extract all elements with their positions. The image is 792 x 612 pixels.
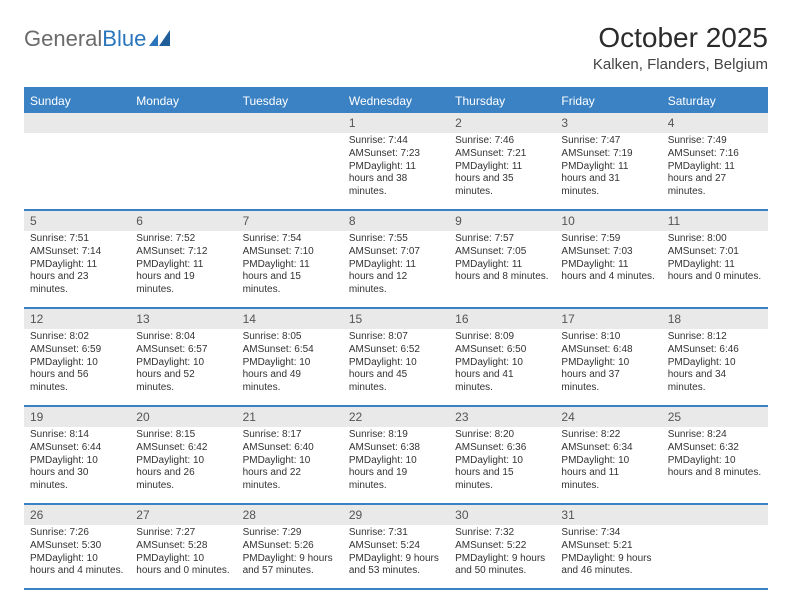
day-detail-cell: Sunrise: 8:02 AMSunset: 6:59 PMDaylight:… <box>24 329 130 405</box>
day-number-cell: 7 <box>237 211 343 231</box>
day-number-cell: 8 <box>343 211 449 231</box>
weekday-header: Monday <box>130 89 236 113</box>
day-detail-cell: Sunrise: 7:51 AMSunset: 7:14 PMDaylight:… <box>24 231 130 307</box>
day-number-cell: 10 <box>555 211 661 231</box>
calendar-week: 567891011 Sunrise: 7:51 AMSunset: 7:14 PM… <box>24 211 768 309</box>
day-number-cell: 2 <box>449 113 555 133</box>
day-number-cell: 17 <box>555 309 661 329</box>
day-number-cell: 21 <box>237 407 343 427</box>
day-number-cell: 29 <box>343 505 449 525</box>
day-number-cell: 13 <box>130 309 236 329</box>
day-detail-cell: Sunrise: 7:27 AMSunset: 5:28 PMDaylight:… <box>130 525 236 588</box>
day-detail-cell: Sunrise: 8:22 AMSunset: 6:34 PMDaylight:… <box>555 427 661 503</box>
day-number-cell: 12 <box>24 309 130 329</box>
day-detail-cell: Sunrise: 8:19 AMSunset: 6:38 PMDaylight:… <box>343 427 449 503</box>
day-number-cell: 5 <box>24 211 130 231</box>
day-detail-cell: Sunrise: 7:57 AMSunset: 7:05 PMDaylight:… <box>449 231 555 307</box>
weekday-header: Saturday <box>662 89 768 113</box>
weekday-header: Thursday <box>449 89 555 113</box>
day-number-cell: 22 <box>343 407 449 427</box>
day-number-cell: 23 <box>449 407 555 427</box>
day-detail-cell: Sunrise: 8:12 AMSunset: 6:46 PMDaylight:… <box>662 329 768 405</box>
day-number-cell: 18 <box>662 309 768 329</box>
day-number-cell: 26 <box>24 505 130 525</box>
weekday-header: Friday <box>555 89 661 113</box>
day-number-cell: 6 <box>130 211 236 231</box>
daylight-text: Daylight: 11 hours and 4 minutes. <box>561 259 654 283</box>
page-header: GeneralBlue October 2025 Kalken, Flander… <box>24 22 768 73</box>
day-detail-cell: Sunrise: 7:26 AMSunset: 5:30 PMDaylight:… <box>24 525 130 588</box>
day-number-cell: 28 <box>237 505 343 525</box>
day-number-cell: 19 <box>24 407 130 427</box>
day-detail-cell: Sunrise: 7:31 AMSunset: 5:24 PMDaylight:… <box>343 525 449 588</box>
calendar-page: GeneralBlue October 2025 Kalken, Flander… <box>0 0 792 590</box>
weeks-container: 1234Sunrise: 7:44 AMSunset: 7:23 PMDayli… <box>24 113 768 590</box>
day-number-cell: 9 <box>449 211 555 231</box>
day-number-cell: 24 <box>555 407 661 427</box>
location-label: Kalken, Flanders, Belgium <box>593 56 768 73</box>
day-detail-cell <box>24 133 130 209</box>
day-number-cell <box>130 113 236 133</box>
day-detail-cell: Sunrise: 8:00 AMSunset: 7:01 PMDaylight:… <box>662 231 768 307</box>
weekday-header: Tuesday <box>237 89 343 113</box>
day-detail-cell: Sunrise: 8:07 AMSunset: 6:52 PMDaylight:… <box>343 329 449 405</box>
day-number-cell: 15 <box>343 309 449 329</box>
calendar-week: 12131415161718 Sunrise: 8:02 AMSunset: 6:… <box>24 309 768 407</box>
day-detail-cell: Sunrise: 7:54 AMSunset: 7:10 PMDaylight:… <box>237 231 343 307</box>
logo-mark-icon <box>149 30 171 48</box>
day-number-cell: 20 <box>130 407 236 427</box>
day-number-cell <box>24 113 130 133</box>
logo-word-2: Blue <box>102 26 146 51</box>
day-detail-cell: Sunrise: 7:32 AMSunset: 5:22 PMDaylight:… <box>449 525 555 588</box>
day-detail-cell <box>662 525 768 588</box>
weekday-header: Sunday <box>24 89 130 113</box>
day-number-cell: 27 <box>130 505 236 525</box>
day-number-cell: 31 <box>555 505 661 525</box>
day-detail-cell: Sunrise: 8:20 AMSunset: 6:36 PMDaylight:… <box>449 427 555 503</box>
weekday-header-row: SundayMondayTuesdayWednesdayThursdayFrid… <box>24 89 768 113</box>
day-detail-cell: Sunrise: 7:46 AMSunset: 7:21 PMDaylight:… <box>449 133 555 209</box>
day-detail-cell: Sunrise: 7:44 AMSunset: 7:23 PMDaylight:… <box>343 133 449 209</box>
day-detail-cell: Sunrise: 7:49 AMSunset: 7:16 PMDaylight:… <box>662 133 768 209</box>
day-number-cell: 14 <box>237 309 343 329</box>
calendar-week: 19202122232425 Sunrise: 8:14 AMSunset: 6:… <box>24 407 768 505</box>
day-detail-cell: Sunrise: 7:47 AMSunset: 7:19 PMDaylight:… <box>555 133 661 209</box>
day-detail-cell: Sunrise: 7:55 AMSunset: 7:07 PMDaylight:… <box>343 231 449 307</box>
title-block: October 2025 Kalken, Flanders, Belgium <box>593 22 768 73</box>
day-detail-cell: Sunrise: 7:59 AMSunset: 7:03 PMDaylight:… <box>555 231 661 307</box>
day-detail-cell: Sunrise: 7:52 AMSunset: 7:12 PMDaylight:… <box>130 231 236 307</box>
day-number-cell: 4 <box>662 113 768 133</box>
day-number-cell <box>662 505 768 525</box>
day-detail-cell: Sunrise: 8:04 AMSunset: 6:57 PMDaylight:… <box>130 329 236 405</box>
daylight-text: Daylight: 10 hours and 0 minutes. <box>136 553 229 577</box>
day-number-cell <box>237 113 343 133</box>
daylight-text: Daylight: 11 hours and 8 minutes. <box>455 259 548 283</box>
day-detail-cell: Sunrise: 7:29 AMSunset: 5:26 PMDaylight:… <box>237 525 343 588</box>
calendar-week: 262728293031 Sunrise: 7:26 AMSunset: 5:30… <box>24 505 768 590</box>
day-detail-cell: Sunrise: 8:17 AMSunset: 6:40 PMDaylight:… <box>237 427 343 503</box>
weekday-header: Wednesday <box>343 89 449 113</box>
logo-text: GeneralBlue <box>24 26 146 52</box>
day-detail-cell: Sunrise: 8:24 AMSunset: 6:32 PMDaylight:… <box>662 427 768 503</box>
calendar-week: 1234 Sunrise: 7:44 AMSunset: 7:23 PMDayli… <box>24 113 768 211</box>
day-number-cell: 3 <box>555 113 661 133</box>
day-detail-cell: Sunrise: 8:10 AMSunset: 6:48 PMDaylight:… <box>555 329 661 405</box>
day-number-cell: 16 <box>449 309 555 329</box>
calendar: SundayMondayTuesdayWednesdayThursdayFrid… <box>24 87 768 590</box>
day-number-cell: 25 <box>662 407 768 427</box>
day-detail-cell <box>237 133 343 209</box>
logo-word-1: General <box>24 26 102 51</box>
day-detail-cell: Sunrise: 8:05 AMSunset: 6:54 PMDaylight:… <box>237 329 343 405</box>
day-number-cell: 11 <box>662 211 768 231</box>
day-number-cell: 1 <box>343 113 449 133</box>
logo: GeneralBlue <box>24 22 171 52</box>
day-detail-cell: Sunrise: 7:34 AMSunset: 5:21 PMDaylight:… <box>555 525 661 588</box>
day-number-cell: 30 <box>449 505 555 525</box>
month-title: October 2025 <box>593 22 768 54</box>
day-detail-cell: Sunrise: 8:15 AMSunset: 6:42 PMDaylight:… <box>130 427 236 503</box>
day-detail-cell: Sunrise: 8:14 AMSunset: 6:44 PMDaylight:… <box>24 427 130 503</box>
day-detail-cell <box>130 133 236 209</box>
day-detail-cell: Sunrise: 8:09 AMSunset: 6:50 PMDaylight:… <box>449 329 555 405</box>
